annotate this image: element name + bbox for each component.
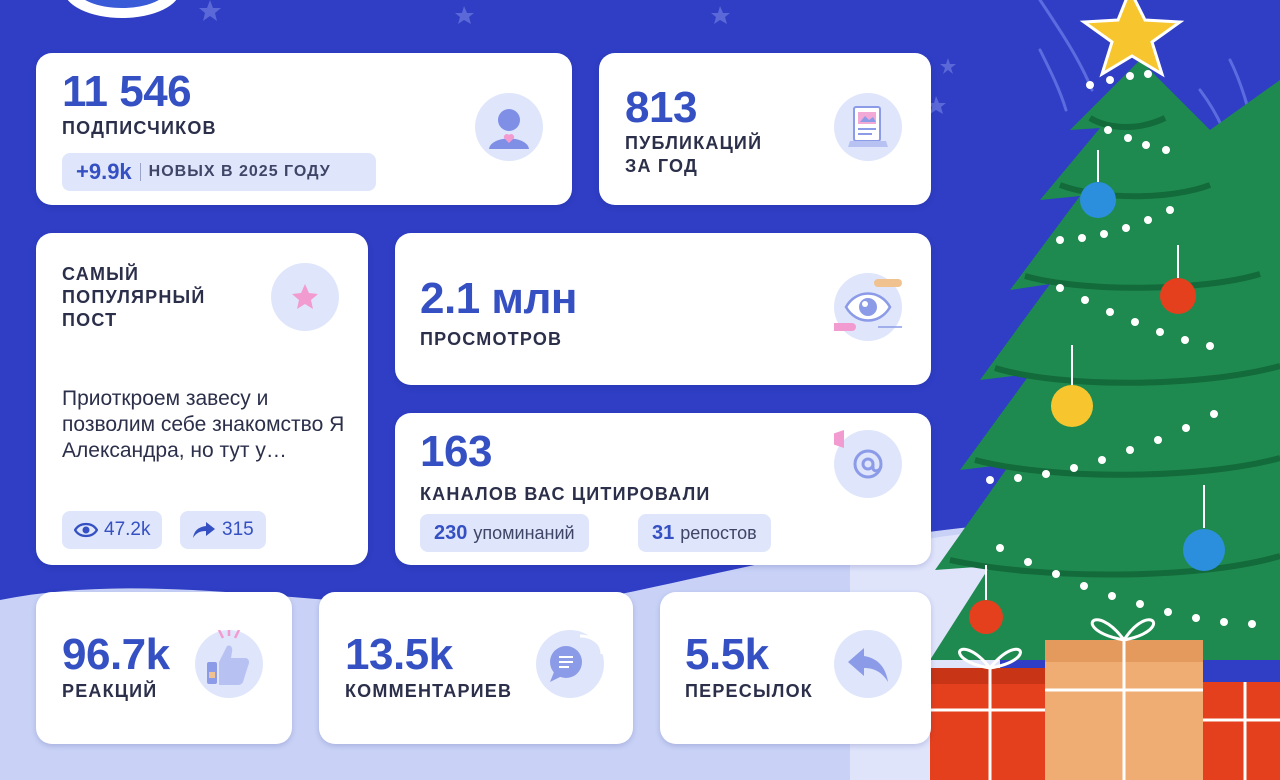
tree-ornaments [969,150,1225,634]
publications-count: 813 [625,83,697,132]
popular-post-title-line2: ПОПУЛЯРНЫЙ [62,287,206,307]
citations-count: 163 [420,427,492,476]
mentions-label: упоминаний [473,522,575,543]
post-views-count: 47.2k [104,519,151,540]
reposts-count: 31 [652,521,675,544]
tree-star [1079,0,1185,78]
logo-partial [67,0,177,18]
publications-label-line1: ПУБЛИКАЦИЙ [625,133,763,153]
eye-small-icon [74,522,98,538]
comments-label: КОММЕНТАРИЕВ [345,681,513,701]
share-arrow-icon [193,522,215,538]
chat-bubble-icon [536,630,604,698]
popular-post-text[interactable]: Приоткроем завесу и позволим себе знаком… [62,387,345,462]
new-subscribers-label: НОВЫХ В 2025 ГОДУ [148,163,331,180]
star-icon [271,263,339,331]
reposts-pill: 31 репостов [638,514,771,552]
citations-label: КАНАЛОВ ВАС ЦИТИРОВАЛИ [420,484,711,504]
mentions-count: 230 [434,521,468,544]
views-label: ПРОСМОТРОВ [420,329,563,349]
comments-count: 13.5k [345,630,453,679]
post-shares-count: 315 [222,519,254,540]
reactions-count: 96.7k [62,630,170,679]
document-icon [834,93,902,161]
christmas-tree [930,0,1280,660]
gift-boxes [930,618,1280,780]
popular-post-title-line1: САМЫЙ [62,264,140,284]
publications-label-line2: ЗА ГОД [625,156,699,176]
reply-arrow-icon [834,630,902,698]
thumbs-up-icon [195,630,263,698]
post-shares-pill: 315 [180,511,266,549]
eye-icon [834,273,902,341]
new-subscribers-pill: +9.9k НОВЫХ В 2025 ГОДУ [62,153,376,191]
forwards-count: 5.5k [685,630,769,679]
sky-stars [199,0,956,114]
reactions-label: РЕАКЦИЙ [62,681,158,701]
subscribers-count: 11 546 [62,67,192,116]
new-subscribers-count: +9.9k [76,159,132,184]
post-views-pill: 47.2k [62,511,163,549]
pill-separator [139,163,141,181]
mentions-pill: 230 упоминаний [420,514,589,552]
forwards-label: ПЕРЕСЫЛОК [685,681,813,701]
reposts-label: репостов [680,522,757,543]
subscribers-label: ПОДПИСЧИКОВ [62,118,217,138]
at-sign-icon [834,430,902,498]
views-count: 2.1 млн [420,274,577,323]
popular-post-title-line3: ПОСТ [62,310,118,330]
user-icon [475,93,543,161]
